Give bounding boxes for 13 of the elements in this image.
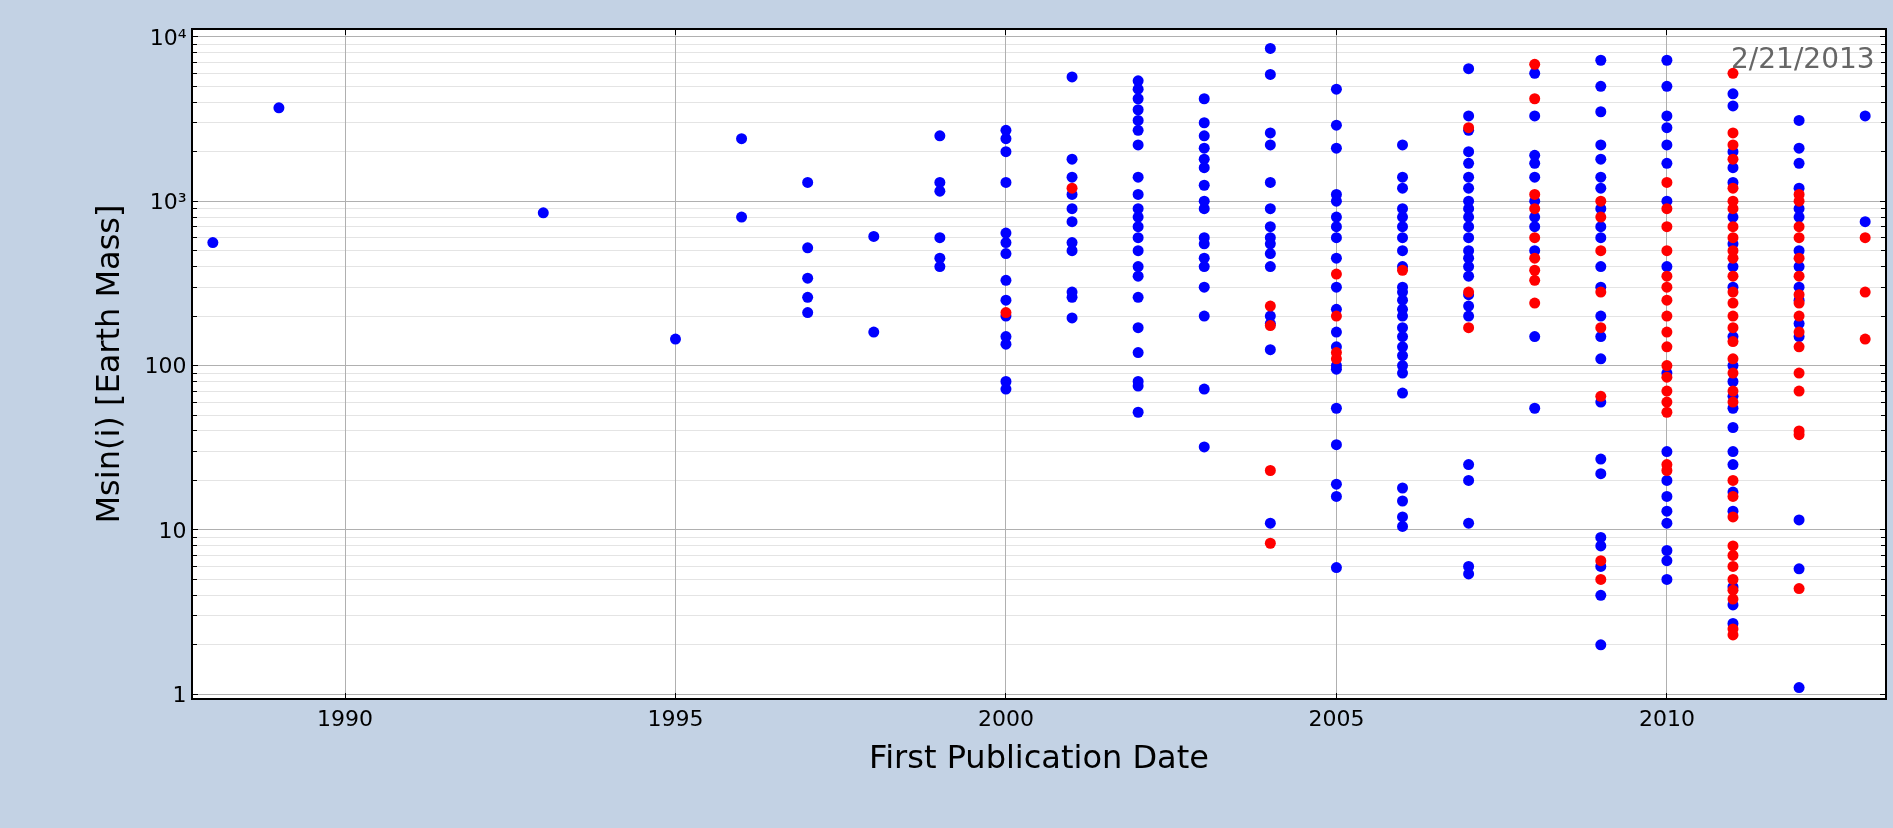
y-tick-label: 10³	[149, 188, 187, 214]
x-tick-label: 2005	[1308, 706, 1365, 732]
x-tick-label: 1995	[647, 706, 704, 732]
annotation: 2/21/2013	[1731, 42, 1875, 75]
x-tick-label: 2010	[1638, 706, 1695, 732]
x-tick-label: 2000	[977, 706, 1034, 732]
y-tick-label: 10⁴	[149, 24, 187, 50]
y-tick-label: 100	[144, 353, 187, 379]
y-axis-title: Msin(i) [Earth Mass]	[89, 204, 128, 524]
x-axis-title: First Publication Date	[869, 737, 1209, 776]
y-tick-label: 1	[172, 682, 187, 708]
y-tick-label: 10	[158, 517, 187, 543]
x-tick-label: 1990	[317, 706, 374, 732]
